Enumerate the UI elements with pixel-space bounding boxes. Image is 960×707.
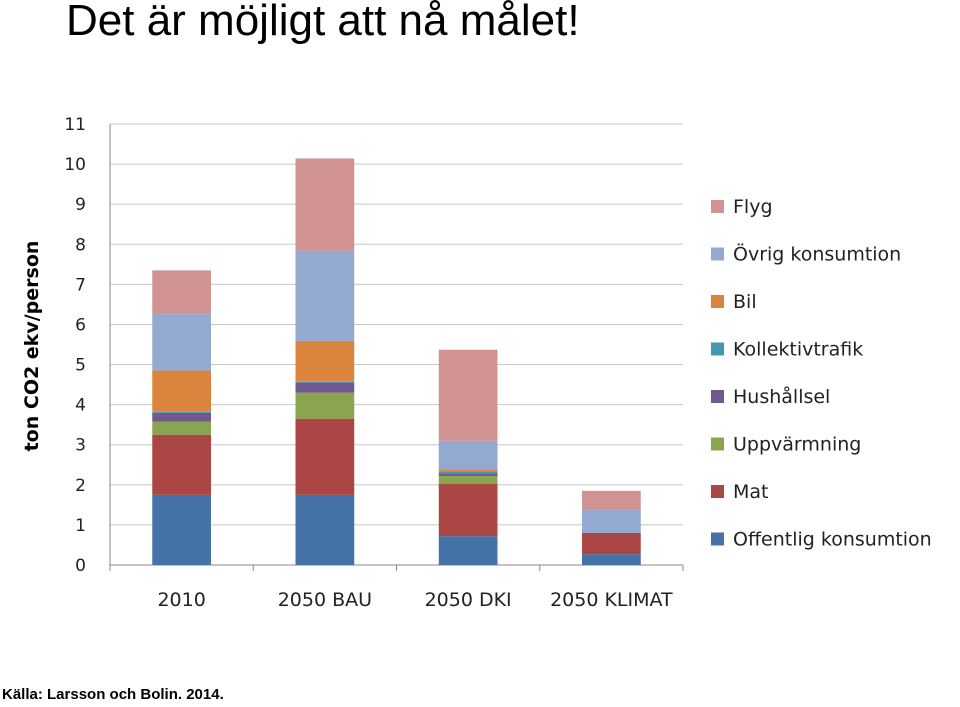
bar-segment <box>295 381 355 383</box>
y-tick-label: 3 <box>75 436 86 456</box>
bar-segment <box>582 554 641 565</box>
bar-segment <box>438 469 498 472</box>
bar-segment <box>438 349 498 441</box>
axis-labels: 0 1 2 3 4 5 6 7 8 9 10 11 2010 2050 BAU 2050 DKI 2050 K… <box>64 115 673 611</box>
legend-label: Hushållsel <box>733 385 830 408</box>
y-tick-label: 11 <box>64 115 86 135</box>
legend-swatch <box>711 342 724 356</box>
bar-segment <box>438 536 498 565</box>
legend-label: Flyg <box>733 196 773 218</box>
legend-swatch <box>711 390 724 403</box>
x-tick-label: 2010 <box>157 589 205 611</box>
bar-segment <box>295 250 355 341</box>
slide-title: Det är möjligt att nå målet! <box>66 0 580 45</box>
y-axis-title: ton CO2 ekv/person <box>21 241 43 452</box>
bar-segment <box>582 532 641 555</box>
bar-segment <box>438 471 498 474</box>
legend-label: Bil <box>733 291 757 313</box>
legend-swatch <box>711 485 724 498</box>
bar-segment <box>438 440 498 470</box>
bar-segment <box>438 484 498 537</box>
legend: Flyg Övrig konsumtion Bil Kollektivtrafik Hu… <box>711 196 932 551</box>
legend-label: Mat <box>733 481 769 503</box>
legend-swatch <box>711 437 724 451</box>
bar-segment <box>152 412 211 422</box>
y-tick-label: 5 <box>75 356 86 376</box>
bar-segment <box>438 473 498 476</box>
y-tick-label: 9 <box>75 195 86 215</box>
legend-swatch <box>711 532 724 546</box>
bar-segment <box>152 313 211 371</box>
bar-segment <box>582 490 641 511</box>
bar-segment <box>438 475 498 485</box>
legend-label: Kollektivtrafik <box>733 339 863 361</box>
bar-segment <box>152 370 211 412</box>
bar-segment <box>152 270 211 314</box>
bar-segment <box>152 421 211 435</box>
bar-segment <box>295 382 355 393</box>
x-tick-label: 2050 DKI <box>425 589 512 611</box>
bar-segment <box>152 434 211 495</box>
y-tick-label: 0 <box>75 556 86 576</box>
legend-label: Övrig konsumtion <box>733 243 901 266</box>
legend-label: Offentlig konsumtion <box>733 529 932 551</box>
bar-segment <box>295 392 355 419</box>
legend-swatch <box>711 247 724 261</box>
y-tick-label: 2 <box>75 476 86 496</box>
x-tick-label: 2050 KLIMAT <box>550 589 673 611</box>
bar-segment <box>295 418 355 495</box>
legend-swatch <box>711 295 724 308</box>
bar-segment <box>295 340 355 382</box>
bar-segment <box>295 494 355 565</box>
y-tick-label: 8 <box>75 235 86 255</box>
x-tick-label: 2050 BAU <box>278 589 372 611</box>
bar-segment <box>152 494 211 565</box>
y-tick-label: 10 <box>64 155 86 175</box>
y-tick-label: 6 <box>75 315 86 335</box>
bars <box>152 158 641 565</box>
legend-swatch <box>711 200 724 213</box>
y-tick-label: 7 <box>75 275 86 295</box>
legend-label: Uppvärmning <box>733 434 861 456</box>
bar-segment <box>295 158 355 251</box>
source-citation: Källa: Larsson och Bolin. 2014. <box>2 686 224 703</box>
bar-segment <box>152 411 211 413</box>
y-tick-label: 4 <box>75 396 86 416</box>
y-tick-label: 1 <box>75 516 86 536</box>
bar-segment <box>582 510 641 533</box>
